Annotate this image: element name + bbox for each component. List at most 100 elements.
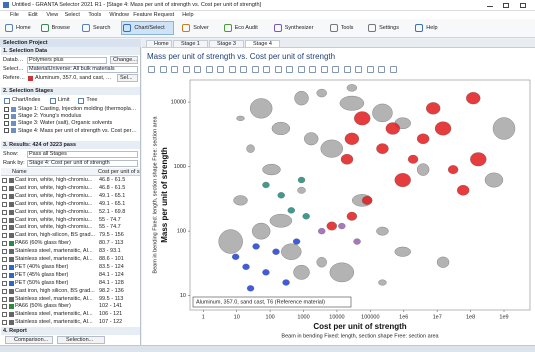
- result-name[interactable]: Cast iron, white, high-chromiu...: [15, 192, 93, 199]
- checkbox[interactable]: [4, 120, 9, 126]
- result-name[interactable]: Stainless steel, martensitic, AI...: [15, 295, 93, 302]
- chart-tool[interactable]: [263, 66, 270, 73]
- toolbar-button[interactable]: Help: [426, 24, 438, 31]
- button[interactable]: [117, 74, 138, 82]
- checkbox[interactable]: [2, 264, 7, 270]
- chart-tool[interactable]: [332, 66, 339, 73]
- checkbox[interactable]: [2, 288, 7, 294]
- checkbox[interactable]: [4, 113, 9, 119]
- toolbar-button[interactable]: Chart/Select: [134, 24, 165, 31]
- chart-tool[interactable]: [297, 66, 305, 73]
- tab[interactable]: [245, 40, 280, 48]
- chart-tool[interactable]: [343, 66, 351, 73]
- checkbox[interactable]: [2, 201, 7, 207]
- result-name[interactable]: PET (45% glass fiber): [15, 271, 69, 278]
- checkbox[interactable]: [2, 272, 7, 278]
- toolbar-button[interactable]: Synthesizer: [284, 24, 314, 31]
- toolbar-button[interactable]: Settings: [379, 24, 399, 31]
- toolbar-button[interactable]: Solver: [193, 24, 209, 31]
- button[interactable]: [110, 56, 138, 64]
- chart-tool[interactable]: [286, 66, 293, 73]
- chart-tool[interactable]: [205, 66, 213, 73]
- checkbox[interactable]: [2, 185, 7, 191]
- result-name[interactable]: PET (40% glass fiber): [15, 263, 69, 270]
- stage-tool[interactable]: Tree: [86, 97, 98, 103]
- tab[interactable]: [173, 40, 208, 48]
- chart-tool[interactable]: [182, 66, 190, 73]
- result-name[interactable]: PA66 (60% glass fiber): [15, 240, 71, 247]
- checkbox[interactable]: [2, 209, 7, 215]
- menu-item[interactable]: Help: [182, 11, 194, 18]
- button-label[interactable]: Change...: [113, 56, 137, 63]
- chart-tool[interactable]: [309, 66, 316, 73]
- checkbox[interactable]: [4, 128, 9, 134]
- tab[interactable]: [209, 40, 244, 48]
- result-name[interactable]: Cast iron, white, high-chromiu...: [15, 184, 93, 191]
- result-name[interactable]: Cast iron, white, high-chromiu...: [15, 200, 93, 207]
- button[interactable]: [5, 336, 53, 344]
- chart-tool[interactable]: [159, 66, 167, 73]
- toolbar-button[interactable]: Browse: [51, 24, 70, 31]
- chart-tool[interactable]: [251, 66, 259, 73]
- tab[interactable]: [146, 40, 172, 48]
- result-name[interactable]: Stainless steel, martensitic, AI...: [15, 248, 93, 255]
- button-label[interactable]: Sel...: [120, 74, 133, 81]
- checkbox[interactable]: [2, 241, 7, 247]
- toolbar-icon: [329, 24, 338, 32]
- result-name[interactable]: Stainless steel, martensitic, AI...: [15, 319, 93, 326]
- stage-tool[interactable]: Chart/Index: [12, 97, 41, 103]
- chart-tool[interactable]: [148, 66, 155, 73]
- minimize-button[interactable]: [487, 6, 493, 7]
- toolbar-button[interactable]: Home: [16, 24, 31, 31]
- result-name[interactable]: Cast iron, white, high-chromiu...: [15, 224, 93, 231]
- chart-tool[interactable]: [378, 66, 385, 73]
- tab-label[interactable]: Stage 1: [181, 40, 200, 47]
- result-name[interactable]: Cast iron, high-silicon, BS grad...: [15, 232, 96, 239]
- checkbox[interactable]: [2, 225, 7, 231]
- result-name[interactable]: PA66 (50% glass fiber): [15, 303, 71, 310]
- result-name[interactable]: Cast iron, white, high-chromiu...: [15, 208, 93, 215]
- toolbar-button[interactable]: Tools: [340, 24, 354, 31]
- tab-label[interactable]: Home: [154, 40, 169, 47]
- checkbox[interactable]: [2, 193, 7, 199]
- result-name[interactable]: Cast iron, high silicon, BS grad...: [15, 287, 95, 294]
- chart-tool[interactable]: [228, 66, 236, 73]
- toolbar-button[interactable]: Search: [93, 24, 111, 31]
- checkbox[interactable]: [2, 217, 7, 223]
- checkbox[interactable]: [2, 178, 7, 183]
- checkbox[interactable]: [2, 257, 7, 262]
- result-name[interactable]: Cast iron, white, high-chromiu...: [15, 216, 93, 223]
- bubble: [262, 181, 270, 189]
- chart-tool[interactable]: [320, 66, 328, 73]
- result-name[interactable]: Stainless steel, martensitic, AI...: [15, 256, 93, 262]
- button[interactable]: [57, 336, 105, 344]
- result-name[interactable]: PET (50% glass fiber): [15, 279, 69, 286]
- result-name[interactable]: Stainless steel, martensitic, AI...: [15, 311, 93, 318]
- maximize-button[interactable]: [503, 3, 509, 8]
- chart-tool[interactable]: [240, 66, 247, 73]
- x-tick-label: 10000: [329, 314, 344, 320]
- chart-tool[interactable]: [355, 66, 362, 73]
- toolbar-button[interactable]: Eco Audit: [234, 24, 258, 31]
- checkbox[interactable]: [2, 233, 7, 239]
- chart-tool[interactable]: [194, 66, 201, 73]
- checkbox[interactable]: [2, 249, 7, 255]
- chart-tool[interactable]: [389, 66, 397, 73]
- tab-label[interactable]: Stage 3: [217, 40, 236, 47]
- close-button[interactable]: [520, 3, 526, 8]
- chart-tool[interactable]: [217, 66, 224, 73]
- button-label[interactable]: Selection...: [66, 336, 94, 343]
- field-value: MaterialUniverse: All bulk materials: [29, 66, 115, 72]
- tab-label[interactable]: Stage 4: [253, 40, 272, 47]
- checkbox[interactable]: [2, 304, 7, 310]
- checkbox[interactable]: [2, 296, 7, 302]
- button-label[interactable]: Comparison...: [14, 336, 49, 343]
- result-name[interactable]: Cast iron, white, high-chromiu...: [15, 177, 93, 183]
- checkbox[interactable]: [4, 106, 9, 112]
- checkbox[interactable]: [2, 320, 7, 326]
- chart-tool[interactable]: [171, 66, 178, 73]
- checkbox[interactable]: [2, 312, 7, 318]
- chart-tool[interactable]: [366, 66, 374, 73]
- chart-tool[interactable]: [274, 66, 282, 73]
- checkbox[interactable]: [2, 280, 7, 286]
